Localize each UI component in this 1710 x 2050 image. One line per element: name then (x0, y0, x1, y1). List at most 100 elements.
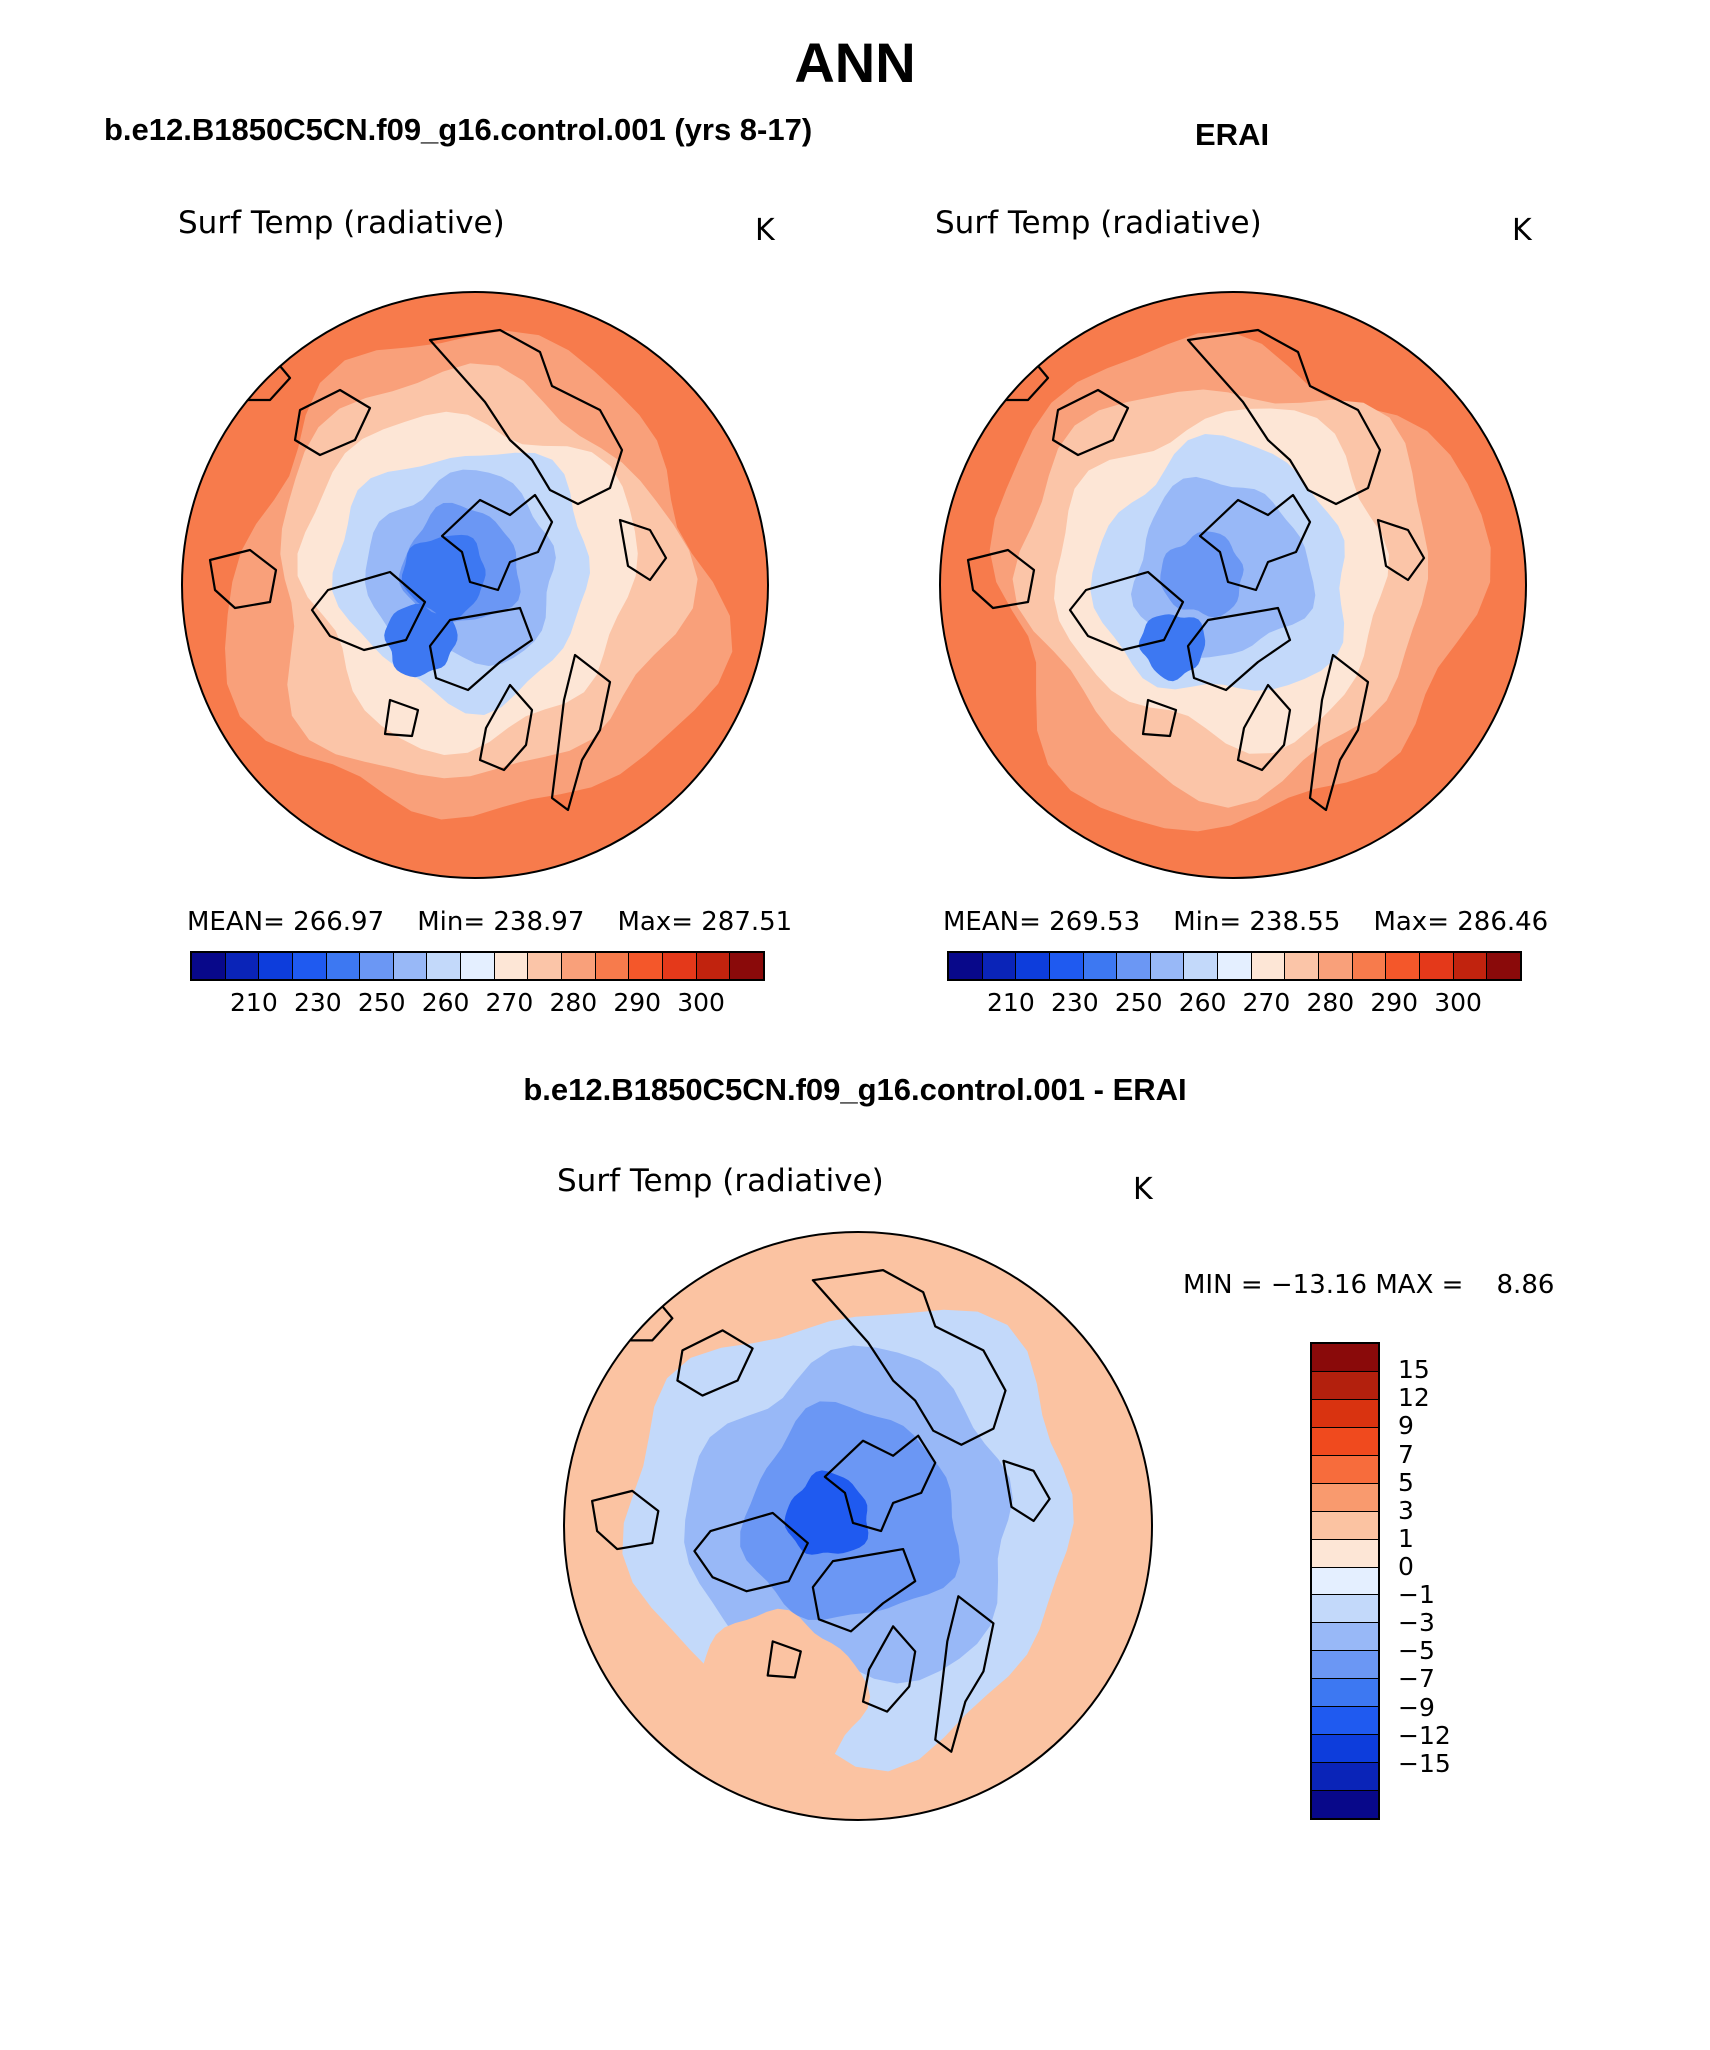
units-label-model: K (755, 213, 775, 248)
colorbar-tick-label: 280 (1306, 988, 1355, 1017)
colorbar-segment (1049, 953, 1084, 979)
colorbar-tick-label: 300 (1434, 988, 1482, 1017)
colorbar-tick-label: 280 (549, 988, 598, 1017)
colorbar-segment (629, 953, 663, 979)
mean-label: MEAN= (943, 907, 1041, 937)
max-label: Max= (1373, 907, 1449, 937)
colorbar-segment (1312, 1371, 1378, 1400)
mean-value: 269.53 (1049, 907, 1141, 937)
colorbar-segment (1312, 1651, 1378, 1680)
mean-value: 266.97 (293, 907, 385, 937)
colorbar-segment (1312, 1399, 1378, 1428)
colorbar-tick-label: 290 (613, 988, 662, 1017)
coastline (1002, 1459, 1051, 1523)
colorbar-segment (427, 953, 462, 979)
colorbar-segment (1386, 953, 1420, 979)
colorbar-segment (1312, 1427, 1378, 1456)
colorbar-segment (192, 953, 226, 979)
coastline (1051, 388, 1130, 457)
colorbar-model (190, 951, 765, 981)
colorbar-tick-label: 260 (1178, 988, 1227, 1017)
colorbar-segment (1312, 1791, 1378, 1818)
map-boundary (939, 291, 1527, 879)
min-value: −13.16 (1270, 1270, 1368, 1300)
coastline (208, 548, 278, 610)
polar-map-obs (939, 291, 1527, 879)
max-value: 287.51 (701, 907, 793, 937)
coastline (811, 1547, 917, 1633)
variable-label-diff: Surf Temp (radiative) (557, 1163, 884, 1199)
coastline (1236, 683, 1292, 772)
colorbar-segment (1487, 953, 1520, 979)
colorbar-tick-label: 15 (1398, 1355, 1430, 1385)
stats-obs: MEAN= 269.53 Min= 238.55 Max= 286.46 (943, 907, 1548, 937)
page-title: ANN (794, 31, 916, 94)
colorbar-tick-label: −3 (1398, 1608, 1435, 1638)
colorbar-segment (662, 953, 697, 979)
colorbar-segment (1016, 953, 1050, 979)
min-value: 238.97 (493, 907, 585, 937)
coastline (1068, 570, 1185, 652)
colorbar-segment (1312, 1707, 1378, 1736)
colorbar-tick-label: 300 (677, 988, 725, 1017)
colorbar-segment (1312, 1455, 1378, 1484)
colorbar-segment (1319, 953, 1353, 979)
colorbar-segment (259, 953, 293, 979)
units-label-obs: K (1512, 213, 1532, 248)
colorbar-segment (949, 953, 983, 979)
coastline (861, 1625, 917, 1713)
coastline (293, 388, 372, 457)
coastline (590, 1489, 660, 1551)
max-label: Max= (617, 907, 693, 937)
colorbar-tick-label: −12 (1398, 1720, 1451, 1750)
min-value: 238.55 (1249, 907, 1341, 937)
colorbar-diff (1310, 1342, 1380, 1820)
colorbar-segment (1150, 953, 1185, 979)
contour-band-greenland (384, 603, 458, 678)
colorbar-segment (1312, 1679, 1378, 1708)
colorbar-segment (1285, 953, 1320, 979)
contour-fields (564, 1232, 1152, 1820)
units-label-diff: K (1133, 1172, 1153, 1207)
colorbar-segment (494, 953, 529, 979)
mean-label: MEAN= (187, 907, 285, 937)
coastline (966, 548, 1036, 610)
max-label: MAX = (1375, 1270, 1464, 1300)
coastline (1186, 328, 1382, 506)
colorbar-segment (1453, 953, 1488, 979)
colorbar-segment (1419, 953, 1454, 979)
colorbar-tick-label: 3 (1398, 1495, 1414, 1525)
colorbar-segment (528, 953, 563, 979)
coastline (618, 518, 668, 582)
colorbar-segment (1312, 1735, 1378, 1764)
coastline (440, 493, 554, 592)
colorbar-tick-label: −1 (1398, 1580, 1435, 1610)
colorbar-segment (461, 953, 495, 979)
colorbar-segment (1312, 1539, 1378, 1568)
contour-band-core (784, 1470, 869, 1555)
colorbar-segment (562, 953, 596, 979)
colorbar-segment (1312, 1763, 1378, 1791)
colorbar-tick-label: 7 (1398, 1439, 1414, 1469)
contour-band-core (1160, 531, 1244, 618)
coastline (1186, 606, 1292, 692)
colorbar-tick-label: 9 (1398, 1411, 1414, 1441)
colorbar-segment (1312, 1567, 1378, 1596)
colorbar-tick-label: 0 (1398, 1551, 1414, 1581)
colorbar-tick-label: 250 (1114, 988, 1163, 1017)
colorbar-segment (326, 953, 361, 979)
coastline (383, 698, 420, 738)
colorbar-segment (225, 953, 260, 979)
coastline (811, 1269, 1007, 1446)
colorbar-segment (595, 953, 630, 979)
coastline (823, 1434, 937, 1533)
colorbar-segment (982, 953, 1017, 979)
coastline (1308, 653, 1370, 812)
colorbar-tick-label: 1 (1398, 1523, 1414, 1553)
colorbar-ticks-obs: 210 230 250 260 270 280 290 300 (947, 988, 1522, 1018)
coastline (428, 328, 624, 506)
contour-fields (940, 292, 1526, 878)
polar-map-model (181, 291, 769, 879)
colorbar-segment (1083, 953, 1118, 979)
colorbar-segment (1312, 1595, 1378, 1624)
